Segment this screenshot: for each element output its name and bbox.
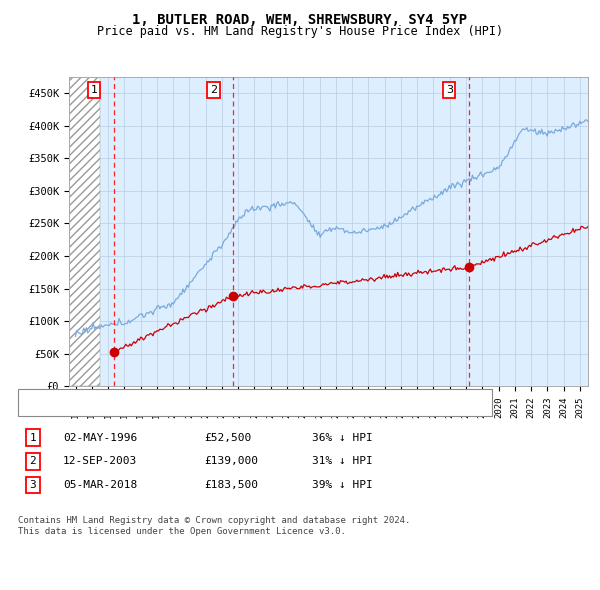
Text: 1: 1: [91, 85, 98, 95]
Text: 1, BUTLER ROAD, WEM, SHREWSBURY, SY4 5YP: 1, BUTLER ROAD, WEM, SHREWSBURY, SY4 5YP: [133, 13, 467, 27]
Text: Price paid vs. HM Land Registry's House Price Index (HPI): Price paid vs. HM Land Registry's House …: [97, 25, 503, 38]
Text: £52,500: £52,500: [204, 433, 251, 442]
Text: 1, BUTLER ROAD, WEM, SHREWSBURY, SY4 5YP (detached house): 1, BUTLER ROAD, WEM, SHREWSBURY, SY4 5YP…: [54, 392, 410, 402]
Text: 2: 2: [210, 85, 217, 95]
Text: £183,500: £183,500: [204, 480, 258, 490]
Text: HPI: Average price, detached house, Shropshire: HPI: Average price, detached house, Shro…: [54, 402, 341, 412]
Text: 39% ↓ HPI: 39% ↓ HPI: [312, 480, 373, 490]
Text: 3: 3: [446, 85, 453, 95]
Text: 12-SEP-2003: 12-SEP-2003: [63, 457, 137, 466]
Bar: [69, 77, 100, 386]
Text: 3: 3: [29, 480, 37, 490]
Text: £139,000: £139,000: [204, 457, 258, 466]
Text: 31% ↓ HPI: 31% ↓ HPI: [312, 457, 373, 466]
Text: 02-MAY-1996: 02-MAY-1996: [63, 433, 137, 442]
Text: 2: 2: [29, 457, 37, 466]
Text: 36% ↓ HPI: 36% ↓ HPI: [312, 433, 373, 442]
Text: 05-MAR-2018: 05-MAR-2018: [63, 480, 137, 490]
Text: 1: 1: [29, 433, 37, 442]
Text: Contains HM Land Registry data © Crown copyright and database right 2024.
This d: Contains HM Land Registry data © Crown c…: [18, 516, 410, 536]
